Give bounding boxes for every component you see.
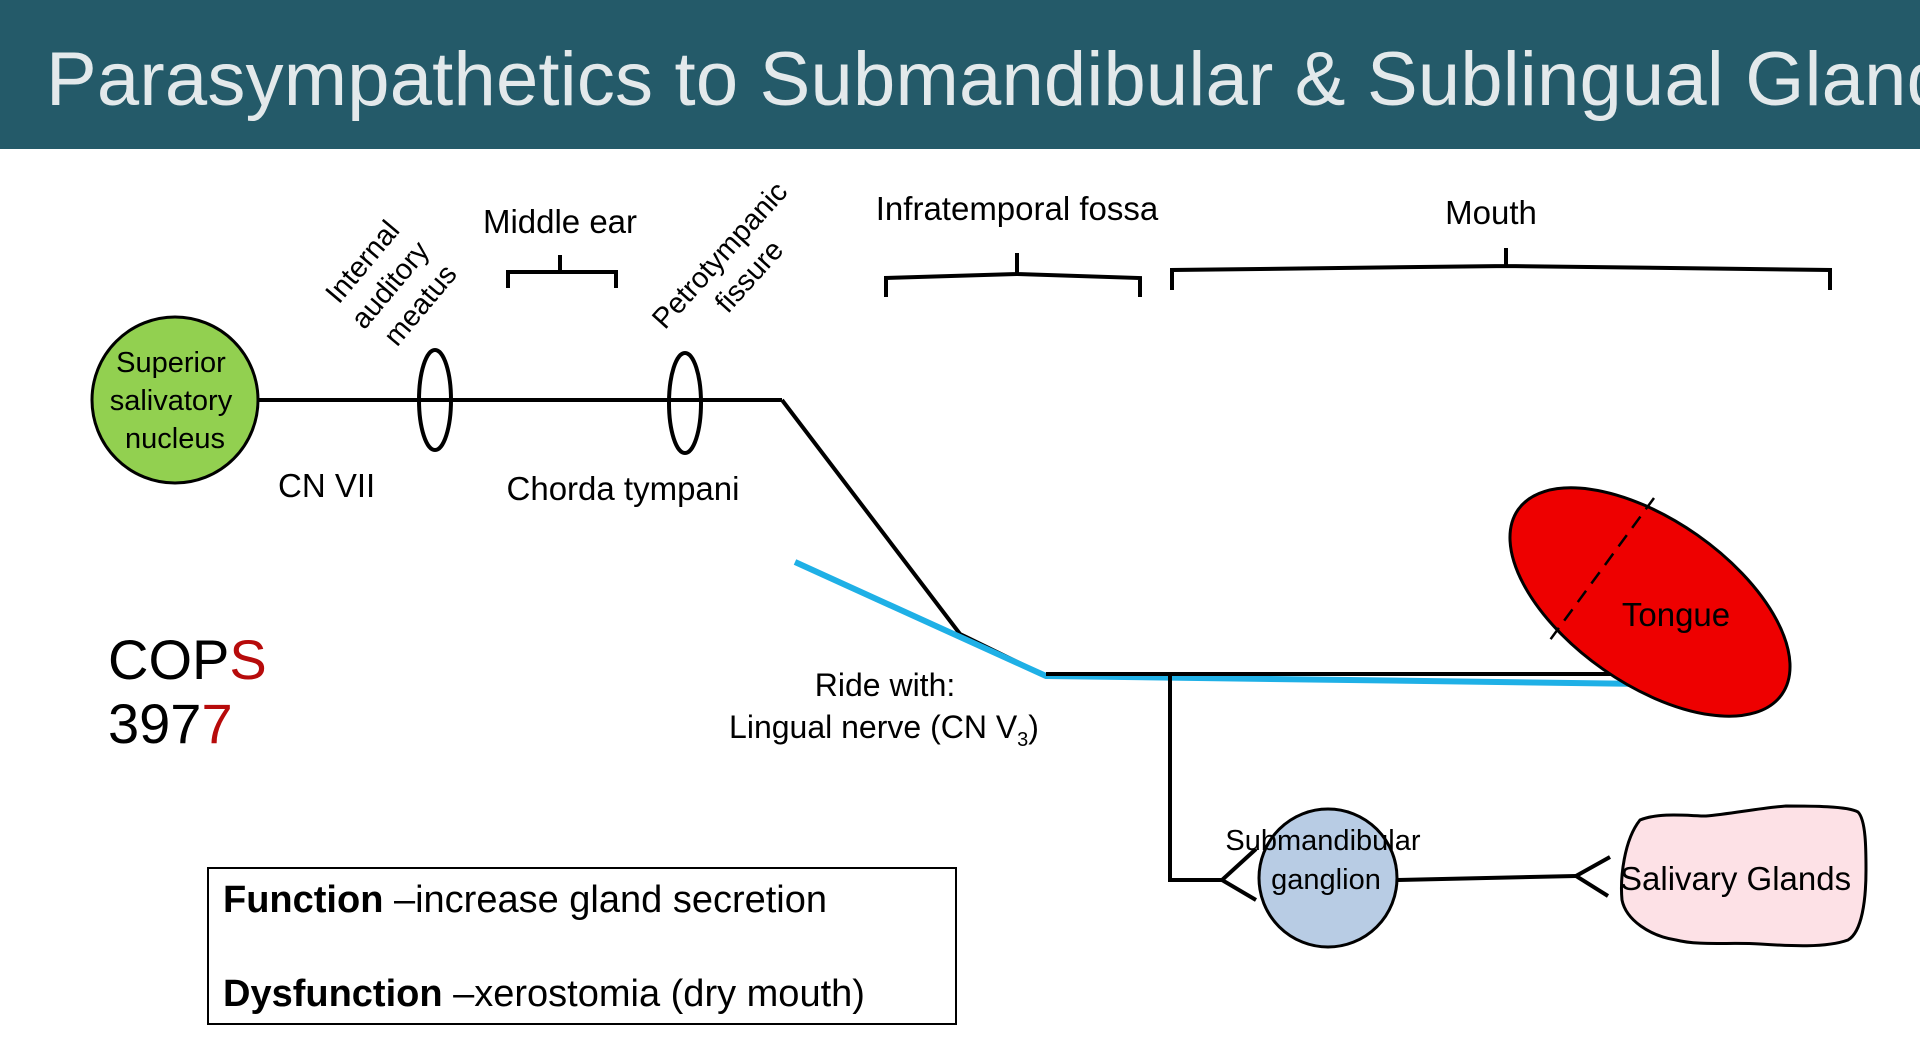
lingual-nerve-label-close: ) bbox=[1028, 709, 1039, 745]
lingual-nerve-subscript: 3 bbox=[1017, 729, 1028, 751]
petrotympanic-fissure-ring bbox=[667, 351, 703, 455]
branch-to-ganglion-line bbox=[1168, 676, 1222, 882]
title-bar: Parasympathetics to Submandibular & Subl… bbox=[0, 0, 1920, 149]
mnemonic-letter-red: S bbox=[229, 628, 267, 691]
lingual-nerve-label: Lingual nerve (CN V bbox=[729, 709, 1018, 745]
lingual-nerve-line bbox=[793, 559, 1648, 687]
dysfunction-line: Dysfunction –xerostomia (dry mouth) bbox=[223, 973, 865, 1016]
mnemonic-digits-black: 397 bbox=[108, 692, 202, 755]
nucleus-label-line1: Superior bbox=[116, 347, 226, 379]
ganglion-label-line2: ganglion bbox=[1271, 864, 1381, 896]
svg-text:Internal auditory: Internal auditory meatus bbox=[318, 206, 469, 358]
svg-text:Submandibular ganglion: Submandibular ganglion bbox=[1225, 825, 1428, 896]
function-dysfunction-box: Function –increase gland secretion Dysfu… bbox=[207, 867, 957, 1025]
salivary-glands-label: Salivary Glands bbox=[1620, 860, 1851, 897]
mnemonic-cops-3977: COPS 3977 bbox=[108, 628, 267, 756]
mnemonic-digit-red: 7 bbox=[201, 692, 233, 755]
function-label: Function bbox=[223, 879, 384, 921]
function-line: Function –increase gland secretion bbox=[223, 879, 827, 922]
synapse-symbol-salivary bbox=[1572, 855, 1611, 898]
mnemonic-digits: 3977 bbox=[108, 692, 267, 756]
chorda-tympani-label: Chorda tympani bbox=[507, 470, 740, 507]
ride-with-label: Ride with: bbox=[815, 667, 956, 703]
nucleus-label-line2: salivatory bbox=[110, 385, 233, 417]
svg-text:Petrotympanic fissure: Petrotympanic fissure bbox=[646, 170, 826, 359]
chorda-tympani-descending-line bbox=[780, 398, 1047, 678]
postganglionic-line bbox=[1397, 874, 1577, 882]
mouth-label: Mouth bbox=[1445, 194, 1537, 231]
middle-ear-bracket bbox=[506, 255, 618, 288]
svg-text:Lingual nerve (CN V3): Lingual nerve (CN V3) bbox=[729, 709, 1039, 751]
synapse-symbol-ganglion bbox=[1218, 847, 1258, 902]
dysfunction-text: –xerostomia (dry mouth) bbox=[442, 973, 865, 1015]
svg-text:Ride with:: Ride with: bbox=[815, 667, 956, 703]
submandibular-ganglion-circle bbox=[1257, 807, 1399, 949]
internal-auditory-meatus-ring bbox=[417, 348, 453, 452]
mouth-bracket bbox=[1170, 248, 1832, 290]
nucleus-label-line3: nucleus bbox=[125, 423, 225, 455]
svg-text:Superior salivatory: Superior salivatory nucleus bbox=[110, 347, 241, 455]
mnemonic-letters-black: COP bbox=[108, 628, 230, 691]
cn7-label: CN VII bbox=[278, 467, 375, 504]
salivary-glands-shape bbox=[1620, 804, 1868, 948]
infratemporal-fossa-label: Infratemporal fossa bbox=[876, 190, 1159, 227]
tongue-dashed-divider bbox=[1548, 497, 1656, 641]
mnemonic-letters: COPS bbox=[108, 628, 267, 692]
function-text: –increase gland secretion bbox=[383, 879, 828, 921]
superior-salivatory-nucleus-circle bbox=[90, 315, 260, 485]
ganglion-label-line1: Submandibular bbox=[1225, 825, 1420, 857]
slide-title: Parasympathetics to Submandibular & Subl… bbox=[46, 37, 1920, 122]
infratemporal-fossa-bracket bbox=[884, 253, 1142, 297]
middle-ear-label: Middle ear bbox=[483, 203, 637, 240]
tongue-shape bbox=[1508, 486, 1792, 718]
tongue-label: Tongue bbox=[1622, 596, 1730, 633]
dysfunction-label: Dysfunction bbox=[223, 973, 443, 1015]
